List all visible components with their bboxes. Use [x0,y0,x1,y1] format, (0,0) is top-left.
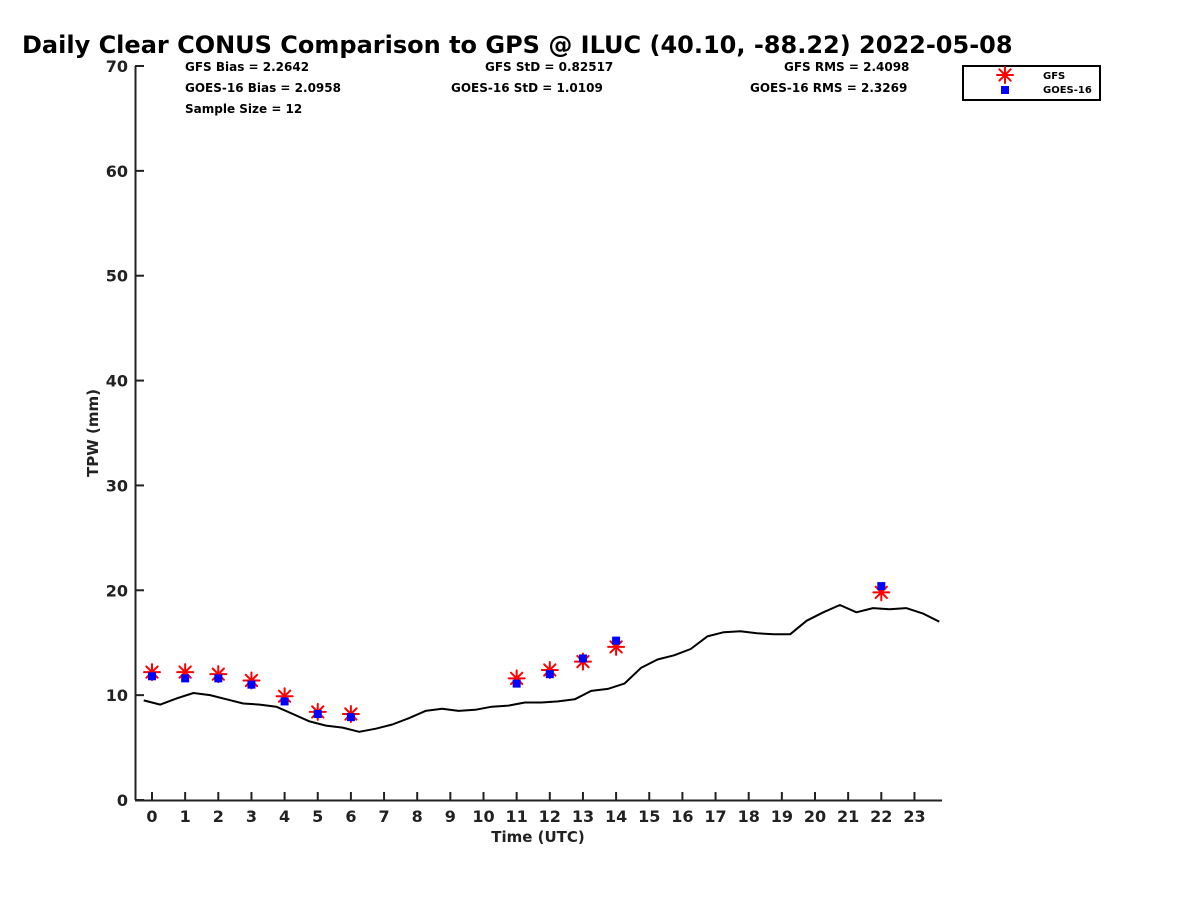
x-tick-label: 1 [180,807,191,826]
y-ticks: 0 10 20 30 40 50 60 70 [106,57,144,810]
plot-area [143,582,940,733]
x-tick-label: 0 [146,807,157,826]
y-tick-label: 40 [106,372,128,391]
stats-block: GFS Bias = 2.2642 GOES-16 Bias = 2.0958 … [185,60,909,116]
goes-bias-text: GOES-16 Bias = 2.0958 [185,81,341,95]
x-tick-label: 12 [539,807,561,826]
x-tick-label: 6 [345,807,356,826]
x-tick-label: 21 [837,807,859,826]
x-ticks: 0 1 2 3 4 5 6 7 8 9 10 11 12 13 14 15 16 17 18 19 20 21 22 23 [146,792,926,826]
x-tick-label: 20 [804,807,826,826]
y-tick-label: 50 [106,267,128,286]
legend: GFS GOES-16 [962,65,1101,101]
axes [134,66,942,802]
legend-gfs-asterisk [996,66,1014,84]
y-tick-label: 0 [117,791,128,810]
x-axis-label: Time (UTC) [491,828,585,846]
gfs-series [143,583,891,724]
chart-title: Daily Clear CONUS Comparison to GPS @ IL… [22,31,1013,59]
x-tick-label: 14 [605,807,627,826]
x-tick-label: 13 [572,807,594,826]
goes-point [280,697,289,706]
gfs-std-text: GFS StD = 0.82517 [485,60,613,74]
goes-point [148,672,156,681]
legend-box [962,65,1101,101]
x-tick-label: 2 [213,807,224,826]
y-tick-label: 70 [106,57,128,76]
x-tick-label: 22 [870,807,892,826]
y-tick-label: 10 [106,686,128,705]
goes-point [214,674,223,683]
x-tick-label: 17 [704,807,726,826]
goes-point [877,582,886,591]
goes-std-text: GOES-16 StD = 1.0109 [451,81,603,95]
x-tick-label: 11 [506,807,528,826]
gfs-rms-text: GFS RMS = 2.4098 [784,60,909,74]
x-tick-label: 3 [246,807,257,826]
goes-point [346,713,355,722]
goes-point [512,679,521,688]
y-tick-label: 30 [106,476,128,495]
x-tick-label: 15 [638,807,660,826]
goes-point [612,636,621,645]
goes-point [313,710,322,719]
x-tick-label: 4 [279,807,290,826]
y-tick-label: 20 [106,581,128,600]
legend-goes-marker [1001,86,1009,94]
legend-goes-label: GOES-16 [1043,85,1092,96]
y-axis-label: TPW (mm) [84,389,102,477]
goes-point [181,674,190,683]
legend-gfs-marker [996,66,1014,84]
gps-series-line [143,604,940,733]
x-tick-label: 23 [903,807,925,826]
x-tick-label: 5 [312,807,323,826]
goes-point [247,680,256,689]
y-tick-label: 60 [106,162,128,181]
x-tick-label: 19 [771,807,793,826]
goes-rms-text: GOES-16 RMS = 2.3269 [750,81,907,95]
x-tick-label: 18 [738,807,760,826]
gfs-bias-text: GFS Bias = 2.2642 [185,60,309,74]
goes-point [578,654,587,663]
legend-gfs-label: GFS [1043,71,1065,82]
x-tick-label: 9 [445,807,456,826]
x-tick-label: 10 [472,807,494,826]
goes-point [545,670,554,679]
goes-series [148,582,886,722]
sample-size-text: Sample Size = 12 [185,102,302,116]
x-tick-label: 8 [412,807,423,826]
x-tick-label: 7 [378,807,389,826]
x-tick-label: 16 [671,807,693,826]
